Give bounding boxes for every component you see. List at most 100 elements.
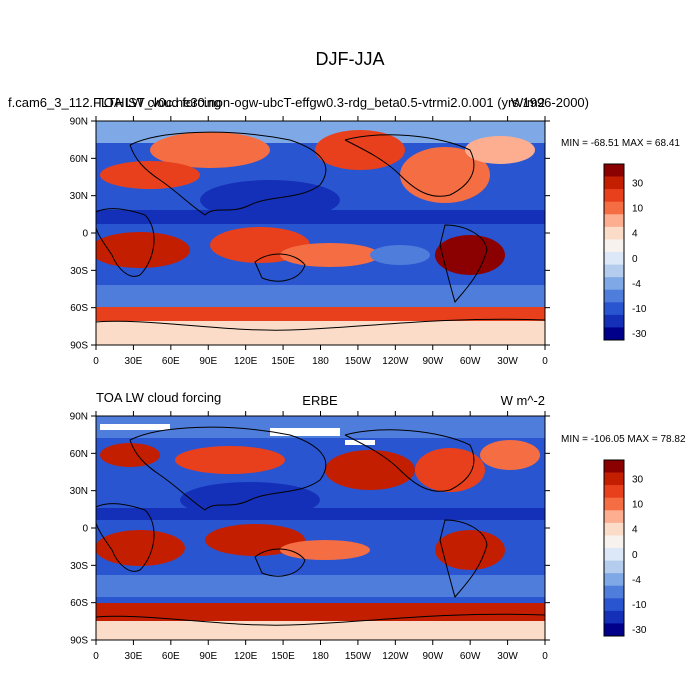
field-patch-africa-s (96, 232, 190, 268)
colorbar-swatch (604, 560, 624, 574)
colorbar-swatch (604, 314, 624, 328)
panel-model: f.cam6_3_112.FLTHIST_v0c.ne30.non-ogw-ub… (8, 95, 680, 367)
field-patch-africa-s (96, 530, 185, 566)
colorbar-label: 30 (632, 178, 644, 189)
y-axis: 90N 60N 30N 0 30S 60S 90S (70, 412, 550, 647)
field-band-tropical-n (96, 508, 545, 520)
x-tick-label: 60E (162, 651, 180, 662)
panel-obs: TOA LW cloud forcing ERBE W m^-2 MIN = -… (70, 390, 686, 662)
colorbar-swatch (604, 302, 624, 316)
field-patch-epac-cold (370, 245, 430, 265)
colorbar-label: -30 (632, 625, 647, 636)
x-tick-label: 0 (93, 356, 99, 367)
field-patch-eurasia-warm2 (100, 161, 200, 189)
panel-title-left-overlay: TOA LW cloud forcing (96, 95, 221, 110)
field-band-antarctic (96, 621, 545, 640)
x-tick-label: 120W (382, 356, 409, 367)
coastlines (96, 131, 545, 331)
y-tick-label: 30N (70, 486, 88, 497)
coastline-n-america (344, 134, 475, 197)
y-tick-label: 30N (70, 191, 88, 202)
colorbar-label: -10 (632, 304, 647, 315)
field-patch-europe-warm (100, 443, 160, 467)
colorbar-label: 0 (632, 254, 638, 265)
colorbar-swatch (604, 497, 624, 511)
colorbar-swatch (604, 289, 624, 303)
colorbar-label: 10 (632, 500, 644, 511)
colorbar-swatch (604, 189, 624, 203)
field-patch-spcz (280, 540, 370, 560)
y-tick-label: 60N (70, 449, 88, 460)
field-patch-natl-warm (465, 136, 535, 164)
y-axis: 90N 60N 30N 0 30S 60S 90S (70, 117, 550, 352)
y-tick-label: 60S (70, 303, 88, 314)
x-tick-label: 120E (234, 651, 258, 662)
colorbar-frame (603, 459, 625, 637)
field-band-north (96, 416, 545, 438)
colorbar-label: 0 (632, 550, 638, 561)
x-tick-label: 120W (382, 651, 409, 662)
panel-units: W/m2 (511, 95, 545, 110)
colorbar-swatch (604, 485, 624, 499)
panel-title-center: ERBE (302, 393, 338, 408)
y-tick-label: 60N (70, 154, 88, 165)
field-band-south-mid (96, 575, 545, 597)
field-band-antarctic (96, 321, 545, 345)
field-patch-samerica (435, 235, 505, 275)
x-tick-label: 90W (422, 651, 443, 662)
x-tick-label: 90E (199, 356, 217, 367)
colorbar-swatch (604, 176, 624, 190)
x-tick-label: 90E (199, 651, 217, 662)
colorbar-swatch (604, 214, 624, 228)
field-band-south-mid (96, 285, 545, 307)
y-tick-label: 30S (70, 266, 88, 277)
colorbar-swatch (604, 585, 624, 599)
colorbar-swatch (604, 264, 624, 278)
colorbar-frame (603, 163, 625, 341)
x-tick-label: 30E (125, 651, 143, 662)
colorbar-label: 4 (632, 229, 638, 240)
colorbar-label: 4 (632, 525, 638, 536)
map-field (96, 121, 545, 345)
coastlines (96, 426, 545, 626)
colorbar-label: 10 (632, 204, 644, 215)
colorbar-swatch (604, 535, 624, 549)
colorbar-swatch (604, 598, 624, 612)
colorbar-swatch (604, 252, 624, 265)
x-tick-label: 150W (345, 651, 372, 662)
x-tick-label: 30W (497, 356, 518, 367)
x-tick-label: 60E (162, 356, 180, 367)
field-patch-natl-warm (480, 440, 540, 470)
y-tick-label: 60S (70, 598, 88, 609)
field-patch-america-warm (415, 448, 485, 492)
colorbar-label: -10 (632, 600, 647, 611)
field-patch-eurasia-warm (150, 132, 270, 168)
map-field (96, 416, 545, 640)
x-tick-label: 60W (460, 356, 481, 367)
field-patch-maritime (205, 524, 305, 556)
coastline-eurasia (129, 131, 327, 216)
coastline-australia (254, 253, 306, 282)
colorbar-swatch (604, 164, 624, 177)
coastline-n-america (344, 429, 475, 492)
colorbar-swatch (604, 460, 624, 473)
colorbar-swatch (604, 239, 624, 253)
y-tick-label: 90N (70, 412, 88, 423)
x-axis: 0 30E 60E 90E 120E 150E 180 150W 120W 90W 60W 30W 0 (93, 116, 548, 367)
colorbar-swatch (604, 472, 624, 486)
coastline-australia (254, 548, 306, 577)
coastline-antarctica (96, 613, 545, 626)
x-tick-label: 180 (312, 651, 329, 662)
panel-stats: MIN = -68.51 MAX = 68.41 (561, 138, 680, 149)
x-tick-label: 150E (271, 651, 295, 662)
colorbar-label: -4 (632, 279, 641, 290)
x-tick-label: 0 (542, 356, 548, 367)
x-tick-label: 60W (460, 651, 481, 662)
field-patch-samerica (435, 530, 505, 570)
y-tick-label: 90N (70, 117, 88, 128)
coastline-eurasia (129, 426, 327, 511)
x-tick-label: 180 (312, 356, 329, 367)
y-tick-label: 0 (82, 229, 88, 240)
colorbar-swatch (604, 548, 624, 561)
